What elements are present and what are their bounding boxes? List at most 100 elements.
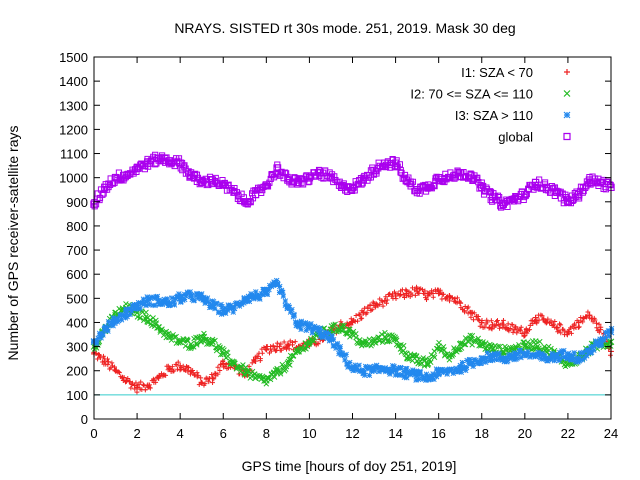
data-point — [446, 352, 453, 360]
legend: I1: SZA < 70 I2: 70 <= SZA <= 110 I3: SZA … — [410, 65, 571, 145]
data-point — [187, 292, 195, 300]
data-point — [144, 382, 151, 389]
data-point — [252, 374, 259, 382]
data-point — [112, 316, 119, 324]
y-tick-label: 1500 — [59, 50, 88, 65]
data-point — [295, 321, 302, 329]
y-tick-label: 700 — [66, 243, 88, 258]
data-point — [564, 198, 572, 206]
data-point — [252, 358, 259, 364]
data-point — [122, 309, 130, 317]
y-tick-label: 400 — [66, 315, 88, 330]
data-point — [456, 169, 464, 177]
data-point — [359, 367, 367, 375]
data-point — [90, 200, 98, 208]
data-point — [263, 346, 270, 352]
x-tick-label: 0 — [90, 426, 97, 441]
x-tick-label: 16 — [431, 426, 445, 441]
series-3 — [90, 277, 615, 384]
data-point — [327, 173, 335, 182]
data-point — [122, 171, 131, 179]
data-point — [392, 336, 399, 343]
data-point — [176, 295, 184, 302]
data-point — [305, 173, 314, 182]
data-point — [349, 364, 356, 372]
y-tick-label: 800 — [66, 219, 88, 234]
data-point — [155, 297, 162, 305]
data-point — [468, 309, 474, 316]
data-point — [101, 358, 108, 364]
data-point — [403, 369, 410, 377]
data-point — [360, 309, 367, 316]
data-point — [489, 321, 496, 328]
data-point — [252, 292, 259, 300]
data-point — [456, 340, 464, 348]
data-point — [586, 348, 593, 355]
data-point — [499, 200, 507, 208]
data-point — [359, 176, 367, 184]
data-point — [489, 352, 496, 360]
data-point — [414, 288, 421, 294]
data-point — [532, 352, 539, 360]
x-tick-label: 8 — [263, 426, 270, 441]
data-point — [144, 314, 152, 321]
x-tick-label: 12 — [345, 426, 359, 441]
data-point — [445, 173, 454, 182]
y-tick-label: 1200 — [59, 122, 88, 137]
x-tick-label: 22 — [561, 426, 575, 441]
data-point — [424, 360, 432, 367]
data-point — [607, 183, 615, 192]
data-point — [112, 367, 119, 374]
data-point — [165, 157, 174, 165]
chart-title: NRAYS. SISTED rt 30s mode. 251, 2019. Ma… — [174, 20, 515, 36]
data-point — [327, 336, 335, 343]
data-point — [543, 355, 550, 362]
data-point — [316, 328, 324, 336]
data-point — [543, 319, 550, 326]
y-tick-label: 300 — [66, 340, 88, 355]
data-point — [219, 181, 227, 189]
data-point — [478, 340, 486, 348]
x-tick-label: 6 — [220, 426, 227, 441]
data-point — [392, 367, 399, 375]
data-point — [209, 302, 216, 309]
legend-marker — [563, 132, 571, 141]
data-point — [381, 297, 388, 304]
data-point — [230, 188, 238, 196]
data-point — [284, 176, 292, 184]
y-tick-label: 900 — [66, 195, 88, 210]
data-point — [123, 377, 130, 384]
legend-label: global — [498, 130, 533, 145]
data-point — [575, 355, 583, 362]
data-point — [510, 195, 518, 204]
x-tick-label: 2 — [133, 426, 140, 441]
data-point — [370, 367, 378, 375]
data-point — [348, 183, 357, 192]
data-point — [263, 377, 270, 384]
data-point — [166, 299, 173, 307]
data-point — [154, 154, 163, 163]
data-point — [198, 333, 206, 341]
data-point — [574, 190, 583, 199]
x-tick-label: 14 — [388, 426, 402, 441]
data-point — [306, 323, 313, 331]
y-tick-label: 200 — [66, 364, 88, 379]
data-point — [144, 159, 152, 167]
plot-area — [90, 151, 615, 396]
data-point — [209, 375, 216, 381]
data-point — [435, 369, 442, 377]
y-axis-label: Number of GPS receiver-satellite rays — [5, 126, 21, 361]
x-tick-label: 10 — [302, 426, 316, 441]
data-point — [457, 300, 464, 307]
data-point — [230, 304, 238, 312]
data-point — [198, 379, 205, 386]
data-point — [381, 364, 389, 372]
data-point — [273, 369, 281, 377]
data-point — [446, 293, 453, 299]
data-point — [586, 312, 593, 319]
data-point — [478, 183, 486, 192]
y-tick-label: 1300 — [59, 98, 88, 113]
data-point — [219, 307, 227, 314]
y-tick-label: 1100 — [60, 147, 88, 162]
data-point — [499, 355, 507, 362]
